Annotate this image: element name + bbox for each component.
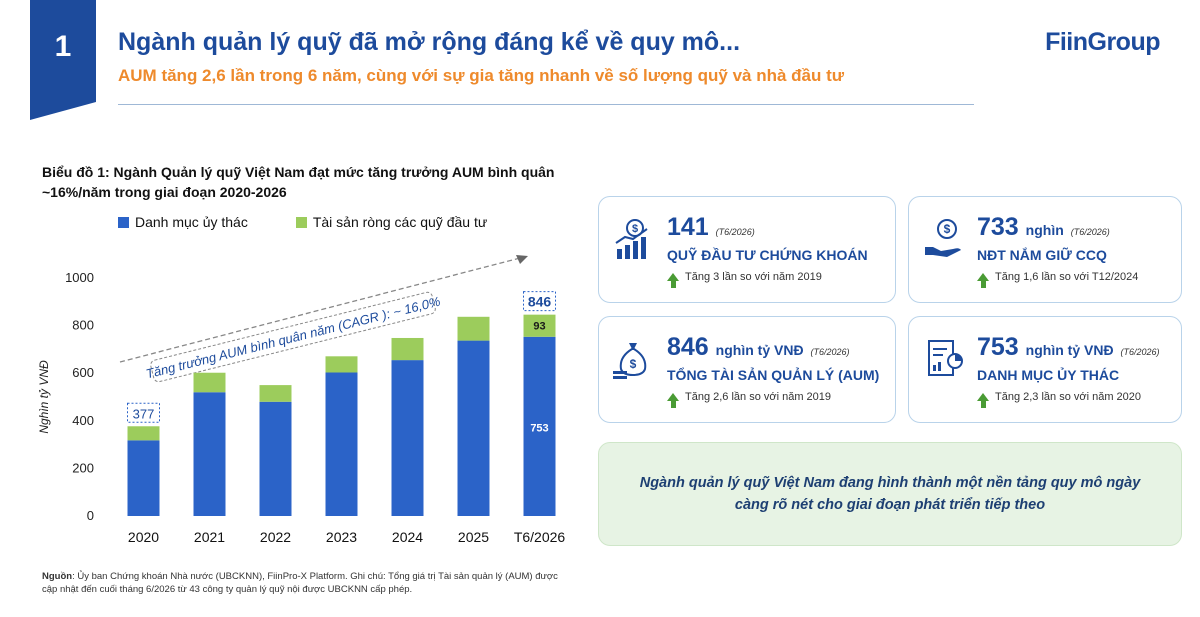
up-arrow-icon — [667, 393, 679, 408]
bar-fund-nav — [391, 337, 424, 361]
svg-text:$: $ — [630, 357, 637, 371]
x-tick-label: 2020 — [128, 529, 159, 545]
source-label: Nguồn — [42, 571, 73, 582]
brand-logo: FiinGroup — [1045, 28, 1160, 56]
kpi-label-entrusted: DANH MỤC ỦY THÁC — [977, 367, 1120, 383]
segment-label: 753 — [530, 422, 548, 434]
kpi-date-aum: (T6/2026) — [810, 347, 850, 357]
conclusion-box: Ngành quản lý quỹ Việt Nam đang hình thà… — [598, 442, 1182, 546]
source-text: : Ủy ban Chứng khoán Nhà nước (UBCKNN), … — [42, 571, 558, 595]
kpi-number-investors: 733 — [977, 213, 1019, 241]
legend-item-fund-nav: Tài sản ròng các quỹ đầu tư — [295, 214, 488, 230]
bar-entrusted — [127, 440, 160, 516]
chart-legend: Danh mục ủy thác Tài sản ròng các quỹ đầ… — [118, 214, 487, 230]
total-label-box — [127, 402, 160, 423]
svg-text:$: $ — [944, 222, 951, 236]
bar-fund-nav — [457, 316, 490, 341]
y-tick-label: 1000 — [65, 270, 94, 285]
kpi-number-entrusted: 753 — [977, 333, 1019, 361]
kpi-number-aum: 846 — [667, 333, 709, 361]
trend-arrow-head — [516, 255, 528, 264]
kpi-unit-investors: nghìn — [1025, 222, 1064, 238]
x-tick-label: 2021 — [194, 529, 225, 545]
kpi-value-investors: 733 nghìn (T6/2026) — [977, 213, 1110, 242]
segment-label: 93 — [533, 321, 545, 333]
kpi-note-text-funds: Tăng 3 lần so với năm 2019 — [685, 271, 822, 283]
kpi-label-investors: NĐT NẮM GIỮ CCQ — [977, 247, 1107, 263]
bar-entrusted — [523, 336, 556, 516]
bar-entrusted — [325, 372, 358, 516]
kpi-note-text-aum: Tăng 2,6 lần so với năm 2019 — [685, 391, 832, 403]
kpi-note-aum: Tăng 2,6 lần so với năm 2019 — [667, 391, 832, 408]
bar-entrusted — [391, 360, 424, 516]
source-note: Nguồn: Ủy ban Chứng khoán Nhà nước (UBCK… — [42, 570, 562, 596]
kpi-note-text-entrusted: Tăng 2,3 lần so với năm 2020 — [995, 391, 1142, 403]
x-tick-label: 2022 — [260, 529, 291, 545]
kpi-value-entrusted: 753 nghìn tỷ VNĐ (T6/2026) — [977, 333, 1160, 362]
bar-entrusted — [457, 340, 490, 516]
bar-fund-nav — [325, 356, 358, 373]
legend-swatch-fund-nav — [295, 216, 307, 228]
total-label: 377 — [133, 406, 155, 421]
kpi-note-investors: Tăng 1,6 lần so với T12/2024 — [977, 271, 1139, 288]
kpi-note-funds: Tăng 3 lần so với năm 2019 — [667, 271, 822, 288]
up-arrow-icon — [977, 393, 989, 408]
legend-item-entrusted: Danh mục ủy thác — [118, 214, 248, 230]
x-tick-label: 2024 — [392, 529, 423, 545]
money-bag-icon: $ — [613, 343, 647, 379]
kpi-date-funds: (T6/2026) — [715, 227, 755, 237]
kpi-card-funds: $ 141 (T6/2026) QUỸ ĐẦU TƯ CHỨNG KHOÁN T… — [598, 196, 896, 303]
up-arrow-icon — [667, 273, 679, 288]
kpi-number-funds: 141 — [667, 213, 709, 241]
legend-label-entrusted: Danh mục ủy thác — [135, 214, 248, 230]
slide-number: 1 — [30, 0, 96, 120]
kpi-label-aum: TỔNG TÀI SẢN QUẢN LÝ (AUM) — [667, 367, 880, 383]
kpi-label-funds: QUỸ ĐẦU TƯ CHỨNG KHOÁN — [667, 247, 868, 263]
kpi-note-entrusted: Tăng 2,3 lần so với năm 2020 — [977, 391, 1142, 408]
kpi-card-aum: $ 846 nghìn tỷ VNĐ (T6/2026) TỔNG TÀI SẢ… — [598, 316, 896, 423]
hand-coin-icon: $ — [925, 219, 961, 257]
bar-fund-nav — [127, 426, 160, 441]
x-tick-label: 2023 — [326, 529, 357, 545]
kpi-note-text-investors: Tăng 1,6 lần so với T12/2024 — [995, 271, 1139, 283]
legend-swatch-entrusted — [118, 216, 129, 228]
bar-entrusted — [259, 401, 292, 516]
report-icon — [928, 340, 963, 376]
bar-fund-nav — [259, 385, 292, 402]
x-tick-label: T6/2026 — [514, 529, 566, 545]
bar-fund-nav — [193, 372, 226, 393]
y-tick-label: 200 — [72, 460, 94, 475]
cagr-annotation-box — [150, 291, 436, 383]
kpi-unit-entrusted: nghìn tỷ VNĐ — [1025, 342, 1114, 358]
y-tick-label: 400 — [72, 413, 94, 428]
x-tick-label: 2025 — [458, 529, 489, 545]
kpi-date-entrusted: (T6/2026) — [1120, 347, 1160, 357]
page-subtitle: AUM tăng 2,6 lần trong 6 năm, cùng với s… — [118, 66, 845, 85]
legend-label-fund-nav: Tài sản ròng các quỹ đầu tư — [312, 214, 488, 230]
svg-text:$: $ — [632, 223, 638, 235]
kpi-unit-aum: nghìn tỷ VNĐ — [715, 342, 804, 358]
y-axis-label: Nghìn tỷ VNĐ — [37, 360, 51, 434]
y-tick-label: 600 — [72, 365, 94, 380]
kpi-date-investors: (T6/2026) — [1070, 227, 1110, 237]
chart-title: Biểu đồ 1: Ngành Quản lý quỹ Việt Nam đạ… — [42, 164, 555, 200]
title-divider — [118, 104, 974, 105]
total-label-box — [523, 291, 556, 312]
y-tick-label: 800 — [72, 318, 94, 333]
kpi-card-investors: $ 733 nghìn (T6/2026) NĐT NẮM GIỮ CCQ Tă… — [908, 196, 1182, 303]
bar-entrusted — [193, 392, 226, 516]
chart-dollar-icon: $ — [615, 219, 648, 259]
kpi-value-funds: 141 (T6/2026) — [667, 213, 755, 242]
total-label: 846 — [528, 294, 552, 310]
kpi-card-entrusted: 753 nghìn tỷ VNĐ (T6/2026) DANH MỤC ỦY T… — [908, 316, 1182, 423]
up-arrow-icon — [977, 273, 989, 288]
trend-arrow-line — [119, 257, 521, 363]
bar-fund-nav — [523, 314, 556, 337]
kpi-value-aum: 846 nghìn tỷ VNĐ (T6/2026) — [667, 333, 850, 362]
y-tick-label: 0 — [87, 508, 94, 523]
page-title: Ngành quản lý quỹ đã mở rộng đáng kể về … — [118, 28, 741, 56]
